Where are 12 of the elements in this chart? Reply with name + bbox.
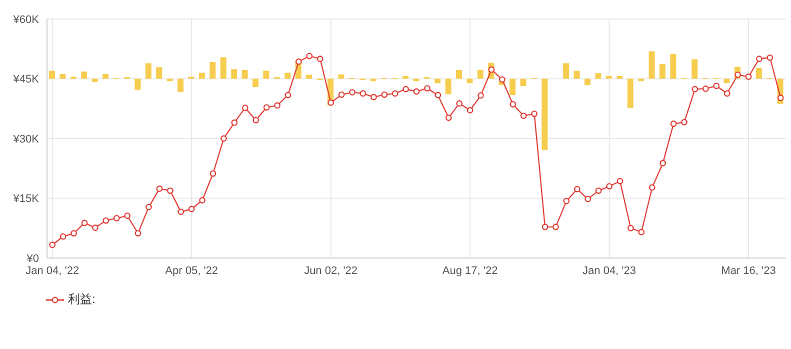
y-tick-label: ¥0 — [26, 252, 39, 265]
y-tick-label: ¥45K — [12, 74, 40, 86]
x-tick-label: Apr 05, '22 — [165, 264, 218, 277]
y-tick-label: ¥30K — [12, 133, 40, 146]
y-tick-label: ¥60K — [12, 14, 40, 26]
legend-label: 利益: — [68, 291, 96, 308]
y-tick-label: ¥15K — [12, 193, 40, 206]
x-tick-label: Mar 16, '23 — [721, 264, 776, 277]
x-tick-label: Jan 04, '22 — [26, 264, 80, 277]
x-tick-label: Jun 02, '22 — [304, 264, 358, 277]
x-tick-label: Aug 17, '22 — [442, 264, 498, 277]
x-tick-label: Jan 04, '23 — [582, 264, 636, 277]
